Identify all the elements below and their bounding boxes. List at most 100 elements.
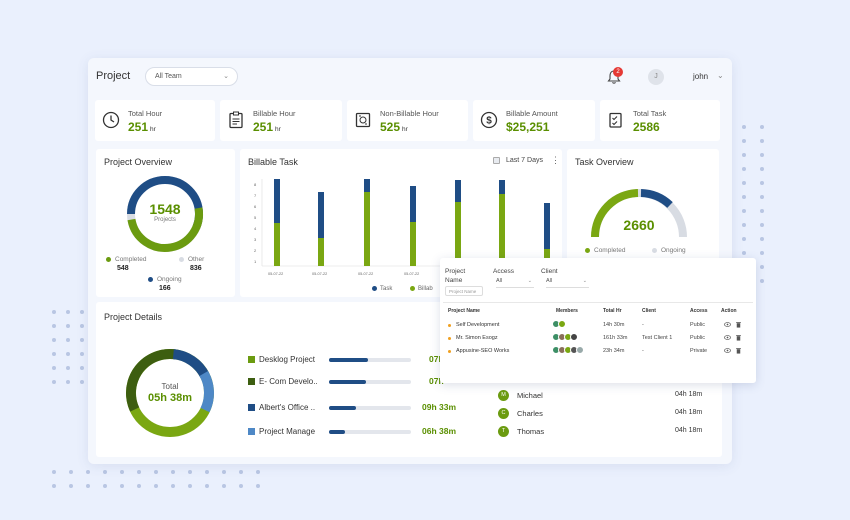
- column-header: Client: [642, 308, 656, 314]
- progress-fill: [329, 406, 356, 410]
- filter-client-label: Client: [541, 268, 558, 275]
- donut-segment-albert: [126, 348, 214, 437]
- bar-billable: [364, 192, 370, 266]
- member-name: Michael: [517, 391, 543, 400]
- page-title: Project: [96, 70, 131, 82]
- delete-icon[interactable]: [735, 334, 742, 341]
- card-title: Task Overview: [575, 157, 634, 167]
- view-icon[interactable]: [724, 334, 731, 341]
- project-time: 07h: [429, 354, 444, 364]
- stat-card-billable-amount: $ Billable Amount $25,251: [473, 100, 595, 141]
- total-hr: 14h 30m: [603, 322, 625, 328]
- decorative-dots-bottom: [52, 470, 260, 488]
- column-header: Project Name: [448, 308, 480, 314]
- stat-label: Billable Amount: [506, 109, 558, 118]
- clock-icon: [102, 111, 120, 129]
- project-overview-total-label: Projects: [154, 217, 176, 223]
- bar-task: [499, 180, 505, 194]
- client-select[interactable]: All ⌄: [546, 278, 589, 288]
- donut-segment-manage: [126, 349, 214, 437]
- legend-completed: Completed: [106, 256, 146, 263]
- team-select-value: All Team: [155, 73, 182, 80]
- project-name: Desklog Project: [259, 355, 316, 364]
- bar-task: [410, 186, 416, 222]
- task-overview-gauge: [591, 189, 687, 238]
- column-header: Access: [690, 308, 708, 314]
- progress-track: [329, 380, 411, 384]
- table-row[interactable]: Self Development 14h 30m - Public: [440, 320, 756, 332]
- svg-text:5: 5: [254, 215, 257, 220]
- progress-track: [329, 406, 411, 410]
- svg-text:1: 1: [254, 259, 257, 264]
- money-check-icon: [355, 112, 371, 128]
- project-details-total-label: Total: [161, 382, 179, 391]
- svg-text:7: 7: [254, 193, 257, 198]
- divider: [443, 302, 753, 303]
- table-row[interactable]: Appusine-SEO Works 23h 34m - Private: [440, 346, 756, 358]
- stat-card-total-task: Total Task 2586: [600, 100, 720, 141]
- delete-icon[interactable]: [735, 321, 742, 328]
- filter-access-label: Access: [493, 268, 514, 275]
- bar-billable: [274, 223, 280, 266]
- svg-text:05-07-22: 05-07-22: [358, 272, 373, 276]
- project-overview-total: 1548: [149, 201, 181, 217]
- chevron-down-icon[interactable]: ⌄: [717, 71, 724, 80]
- stat-value: 251 hr: [128, 120, 156, 134]
- project-overview-card: Project Overview 1548 Projects Completed…: [96, 149, 235, 297]
- stat-label: Billable Hour: [253, 109, 296, 118]
- bar-task: [455, 180, 461, 202]
- progress-fill: [329, 380, 366, 384]
- status-dot: [448, 324, 451, 327]
- client: -: [642, 322, 644, 328]
- card-title: Billable Task: [248, 157, 298, 167]
- legend-task: Task: [372, 286, 392, 292]
- top-bar: Project All Team ⌄ 2 J john ⌄: [88, 58, 732, 96]
- svg-text:2: 2: [254, 248, 257, 253]
- stat-label: Total Task: [633, 109, 667, 118]
- legend-square: [248, 378, 255, 385]
- team-select[interactable]: All Team ⌄: [145, 67, 238, 86]
- project-name-input[interactable]: Project Name: [445, 286, 483, 296]
- legend-other: Other: [179, 256, 204, 263]
- bar-billable: [410, 222, 416, 266]
- access-select[interactable]: All ⌄: [496, 278, 534, 288]
- client: -: [642, 348, 644, 354]
- svg-text:05-07-22: 05-07-22: [404, 272, 419, 276]
- member-time: 04h 18m: [675, 427, 703, 434]
- project-name: Mr. Simon Esogz: [456, 335, 498, 341]
- username[interactable]: john: [693, 72, 709, 81]
- legend-square: [248, 404, 255, 411]
- project-name: Project Manage: [259, 427, 316, 436]
- stat-card-billable-hour: Billable Hour 251 hr: [220, 100, 342, 141]
- project-table-panel: Project Name Project Name Access All ⌄ Cl…: [440, 258, 756, 383]
- decorative-dots-left: [52, 310, 84, 384]
- project-name: Albert's Office ..: [259, 403, 316, 412]
- dollar-icon: $: [480, 111, 498, 129]
- project-details-donut: [126, 348, 214, 437]
- avatar[interactable]: J: [648, 69, 664, 85]
- project-time: 09h 33m: [422, 402, 457, 412]
- calendar-icon[interactable]: [493, 157, 500, 164]
- view-icon[interactable]: [724, 347, 731, 354]
- view-icon[interactable]: [724, 321, 731, 328]
- stat-card-total-hour: Total Hour 251 hr: [95, 100, 215, 141]
- svg-text:3: 3: [254, 237, 257, 242]
- legend-other-value: 836: [190, 265, 202, 272]
- bar-task: [364, 179, 370, 192]
- more-options-icon[interactable]: ⋮: [551, 155, 560, 165]
- chevron-down-icon: ⌄: [582, 278, 587, 284]
- bar-billable: [499, 194, 505, 266]
- svg-text:05-07-22: 05-07-22: [268, 272, 283, 276]
- member-avatar: [570, 333, 578, 341]
- date-range-select[interactable]: Last 7 Days: [506, 157, 543, 164]
- stat-value: 2586: [633, 120, 660, 134]
- donut-segment-completed: [127, 176, 203, 252]
- column-header: Action: [721, 308, 737, 314]
- billable-task-chart: 8 7 6 5 4 3 2 1 05-07-22 05-07-22 05-07-…: [254, 179, 562, 276]
- member-time: 04h 18m: [675, 409, 703, 416]
- status-dot: [448, 350, 451, 353]
- legend-ongoing: Ongoing: [148, 276, 182, 283]
- filter-project-name-label: Project Name: [445, 268, 466, 284]
- table-row[interactable]: Mr. Simon Esogz 161h 33m Test Client 1 P…: [440, 333, 756, 345]
- delete-icon[interactable]: [735, 347, 742, 354]
